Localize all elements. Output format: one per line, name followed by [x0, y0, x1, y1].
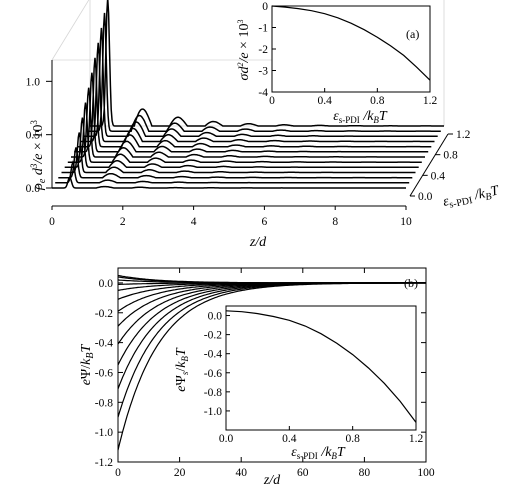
panel-a: 0 2 4 6 8 10 0.0 0.5 1.0 0.0 0.4 0.8 1.2 ρe d3/e × 1… [26, 0, 502, 250]
panel-a-y-tick-label: 0.5 [26, 130, 41, 142]
panel-a-x-tick-label: 2 [120, 216, 126, 228]
panel-b-ticks: 0 20 40 60 80 100 0.0 -0.2 -0.4 -0.6 -0.8 -1.0 -1.2 [95, 268, 435, 479]
inset-a-y-tick-label: -2 [258, 44, 268, 56]
waterfall-curve [71, 87, 425, 158]
waterfall-curve [61, 132, 416, 174]
waterfall-curve [58, 147, 413, 179]
waterfall-curve [90, 0, 444, 127]
inset-a-x-tick-label: 0.8 [370, 95, 385, 107]
panel-b-x-tick-label: 100 [417, 467, 435, 479]
panel-b-y-tick-label: -1.0 [95, 427, 113, 439]
inset-a-x-tick-label: 0 [269, 95, 275, 107]
panel-b-ylabel: eΨ/kBT [79, 344, 96, 386]
waterfall-curve [52, 175, 406, 189]
panel-b-inset: 0.0 0.4 0.8 1.2 0.0 -0.2 -0.4 -0.6 -0.8 -1.0 eΨs/… [174, 305, 424, 461]
box-top-edge [51, 0, 90, 61]
waterfall-curve [67, 102, 422, 163]
panel-a-inset-ticks: 0 0.4 0.8 1.2 0 -1 -2 -3 -4 [258, 1, 437, 107]
panel-a-axes: 0 2 4 6 8 10 0.0 0.5 1.0 0.0 0.4 0.8 1.2 [26, 60, 471, 228]
inset-a-x-tick-label: 1.2 [423, 95, 438, 107]
panel-a-x-tick-label: 6 [262, 216, 268, 228]
panel-a-label: (a) [406, 27, 419, 41]
panel-b-x-tick-label: 60 [297, 467, 309, 479]
panel-b-curves [117, 274, 426, 451]
inset-b-y-tick-label: -0.2 [204, 330, 222, 342]
panel-b-y-tick-label: -0.2 [95, 308, 113, 320]
panel-b-label: (b) [404, 276, 418, 290]
panel-a-x-tick-label: 4 [191, 216, 197, 228]
panel-b-y-tick-label: -1.2 [95, 457, 113, 469]
panel-b-y-tick-label: -0.6 [95, 367, 113, 379]
panel-a-inset-frame [271, 5, 431, 93]
inset-a-x-tick-label: 0.4 [317, 95, 332, 107]
inset-a-y-tick-label: -4 [258, 87, 268, 99]
panel-b-x-tick-label: 20 [174, 467, 186, 479]
box-back-edge [89, 0, 91, 126]
panel-a-inset-curve [271, 5, 431, 81]
panel-a-depth-label: εs-PDI /kBT [442, 183, 502, 212]
waterfall-curve [80, 42, 435, 143]
panel-b-inset-xlabel: εs-PDI /kBT [291, 445, 346, 461]
inset-b-x-tick-label: 0.8 [345, 433, 360, 445]
panel-a-depth-tick-label: 0.4 [431, 170, 446, 182]
panel-a-inset-ylabel: σd2/e × 103 [236, 20, 252, 81]
panel-a-inset-xlabel: εs-PDI /kBT [333, 109, 388, 125]
inset-a-y-tick-label: 0 [262, 1, 268, 13]
panel-b-inset-frame [225, 305, 417, 431]
panel-b-inset-curve [225, 310, 417, 423]
waterfall-curve [86, 12, 441, 132]
panel-b: 0 20 40 60 80 1000.0-0.2-0.4-0.6-0.8-1.0-1.2 … [79, 267, 435, 488]
panel-a-y-tick-label: 1.0 [26, 76, 41, 88]
panel-a-curves [52, 0, 444, 189]
inset-b-x-tick-label: 0.0 [219, 433, 234, 445]
inset-b-x-tick-label: 1.2 [409, 433, 424, 445]
panel-b-y-tick-label: -0.8 [95, 397, 113, 409]
panel-b-y-tick-label: 0.0 [99, 278, 114, 290]
inset-b-y-tick-label: -0.4 [204, 349, 222, 361]
inset-b-y-tick-label: -1.0 [204, 406, 222, 418]
panel-a-xlabel: z/d [249, 235, 267, 250]
waterfall-curve [74, 72, 429, 153]
panel-b-y-tick-label: -0.4 [95, 338, 113, 350]
panel-a-x-tick-label: 10 [400, 216, 412, 228]
panel-a-depth-tick-label: 1.2 [456, 129, 471, 141]
panel-b-x-tick-label: 0 [115, 467, 121, 479]
panel-b-inset-ylabel: eΨs/kBT [174, 347, 190, 392]
panel-a-inset: 0 0.4 0.8 1.2 0 -1 -2 -3 -4 σd2/e × 103 εs-PDI /… [236, 1, 437, 125]
panel-b-xlabel: z/d [263, 473, 281, 488]
inset-b-x-tick-label: 0.4 [282, 433, 297, 445]
panel-a-depth-tick-label: 0.8 [443, 150, 458, 162]
panel-a-y-tick-label: 0.0 [26, 183, 41, 195]
waterfall-curve [83, 27, 438, 138]
inset-a-y-tick-label: -3 [258, 66, 268, 78]
panel-b-x-tick-label: 80 [359, 467, 371, 479]
panel-a-depth-tick-label: 0.0 [418, 191, 433, 203]
potential-curve [117, 282, 426, 451]
panel-a-ylabel: ρe d3/e × 103 [29, 120, 48, 191]
waterfall-curve [77, 57, 432, 148]
panel-a-depth-axis [409, 133, 449, 197]
panel-a-x-tick-label: 8 [332, 216, 338, 228]
inset-b-y-tick-label: 0.0 [208, 311, 223, 323]
inset-b-y-tick-label: -0.6 [204, 368, 222, 380]
panel-a-x-tick-label: 0 [49, 216, 55, 228]
waterfall-curve [55, 160, 410, 184]
panel-b-x-tick-label: 40 [235, 467, 247, 479]
waterfall-curve [64, 117, 419, 169]
inset-a-y-tick-label: -1 [258, 23, 268, 35]
inset-b-y-tick-label: -0.8 [204, 387, 222, 399]
panel-b-inset-ticks: 0.0 0.4 0.8 1.2 0.0 -0.2 -0.4 -0.6 -0.8 -1.0 [204, 311, 424, 445]
